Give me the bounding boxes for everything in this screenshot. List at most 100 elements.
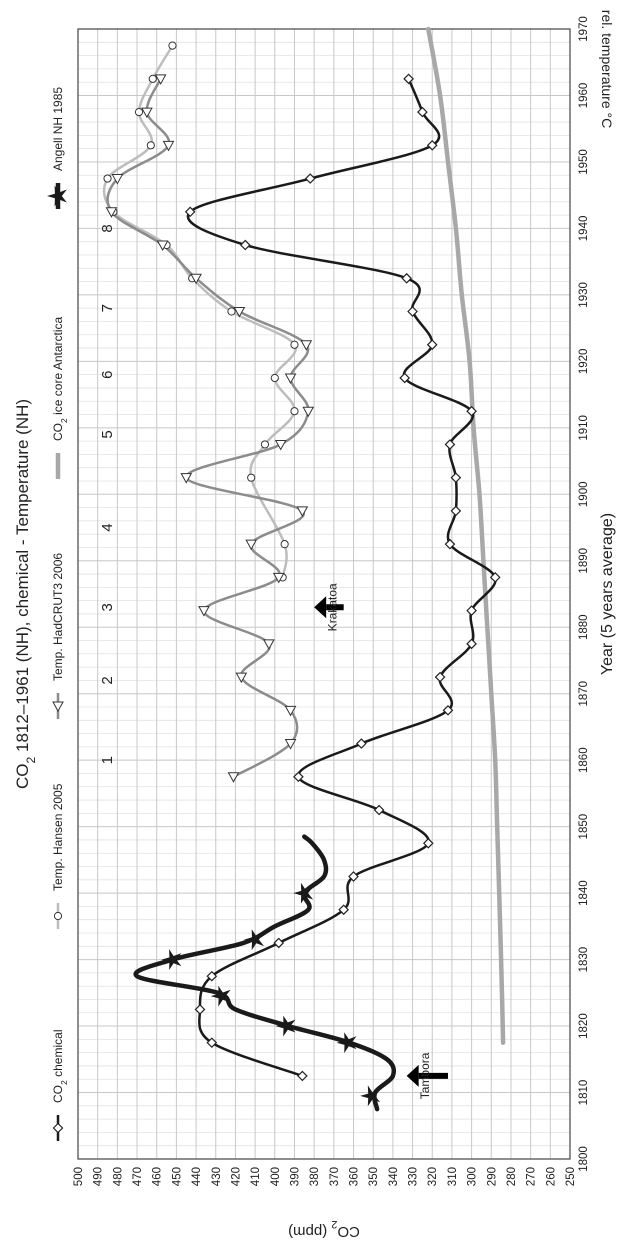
series-marker bbox=[111, 174, 124, 185]
x-tick-label: 1930 bbox=[578, 282, 590, 308]
legend-label-part: Temp. HadCRUT3 2006 bbox=[51, 553, 65, 681]
series-marker bbox=[134, 107, 144, 117]
x-tick-label: 1880 bbox=[578, 614, 590, 640]
chart-title-part: CO bbox=[13, 764, 32, 790]
series-marker bbox=[466, 605, 477, 616]
series-marker bbox=[300, 340, 313, 351]
chart-title-part: 1812–1961 (NH), chemical - Temperature (… bbox=[13, 399, 32, 757]
legend-label: CO2 chemical bbox=[51, 1030, 69, 1103]
legend-swatch-marker bbox=[52, 701, 64, 713]
annotation-label: Tambora bbox=[418, 1052, 432, 1099]
legend-label: CO2 ice core Antarctica bbox=[51, 316, 69, 441]
series-marker bbox=[422, 837, 434, 849]
series-marker bbox=[444, 538, 456, 550]
x-tick-label: 1950 bbox=[578, 149, 590, 175]
series-marker bbox=[450, 505, 462, 517]
period-label: 5 bbox=[99, 430, 116, 438]
series-marker bbox=[180, 473, 193, 484]
series-marker bbox=[156, 240, 169, 252]
y-tick-label: 500 bbox=[73, 1167, 85, 1186]
period-label: 8 bbox=[99, 224, 116, 232]
series-marker bbox=[247, 473, 256, 482]
series-marker bbox=[442, 704, 454, 716]
star-marker bbox=[275, 1015, 296, 1037]
series-marker bbox=[466, 405, 477, 417]
legend-label-part: ice core Antarctica bbox=[51, 316, 65, 418]
series-marker bbox=[373, 804, 385, 816]
period-label: 2 bbox=[99, 676, 116, 684]
series-marker bbox=[356, 738, 367, 749]
series-marker bbox=[103, 174, 112, 183]
period-label: 1 bbox=[99, 756, 116, 764]
series-marker bbox=[263, 639, 275, 650]
series-marker bbox=[245, 539, 258, 551]
series-marker bbox=[348, 871, 359, 882]
grid-lines bbox=[77, 28, 571, 1160]
y-tick-label: 430 bbox=[211, 1167, 223, 1186]
plot-border bbox=[77, 28, 571, 1160]
period-label: 4 bbox=[99, 523, 116, 531]
chart-title: CO2 1812–1961 (NH), chemical - Temperatu… bbox=[13, 399, 38, 789]
series-marker bbox=[148, 74, 157, 83]
x-tick-label: 1840 bbox=[578, 880, 590, 906]
y-tick-label: 490 bbox=[93, 1167, 105, 1186]
y-tick-label: 470 bbox=[132, 1167, 144, 1186]
series-lines bbox=[102, 26, 506, 1112]
y-tick-label: 340 bbox=[388, 1167, 400, 1186]
series-marker bbox=[290, 407, 299, 416]
y-axis-label-part: CO bbox=[337, 1223, 360, 1240]
legend-label-part: CO bbox=[51, 1085, 65, 1103]
y-tick-label: 320 bbox=[427, 1167, 439, 1186]
series-marker bbox=[450, 472, 462, 484]
y-tick-label: 250 bbox=[565, 1167, 577, 1186]
x-tick-label: 1800 bbox=[578, 1146, 590, 1172]
star-marker bbox=[360, 1085, 381, 1107]
y-tick-label: 350 bbox=[368, 1167, 380, 1186]
legend-label-part: 2 bbox=[59, 418, 69, 423]
y-tick-label: 400 bbox=[270, 1167, 282, 1186]
y-axis-label-part: (ppm) bbox=[288, 1223, 331, 1240]
series-marker bbox=[194, 1004, 206, 1015]
y-tick-label: 280 bbox=[506, 1167, 518, 1186]
series-marker bbox=[293, 771, 304, 783]
y-tick-label: 360 bbox=[349, 1167, 361, 1186]
series-marker bbox=[227, 307, 236, 316]
arrow-head bbox=[406, 1064, 419, 1087]
series-marker bbox=[274, 439, 287, 451]
series-marker bbox=[284, 373, 297, 385]
x-tick-label: 1850 bbox=[578, 814, 590, 840]
period-label: 3 bbox=[99, 603, 116, 611]
series-marker bbox=[426, 139, 438, 151]
series-marker bbox=[434, 671, 446, 683]
y-tick-label: 330 bbox=[408, 1167, 420, 1186]
series-marker bbox=[444, 439, 456, 450]
series-line bbox=[102, 44, 297, 579]
y-tick-label: 290 bbox=[486, 1167, 498, 1186]
x-tick-label: 1970 bbox=[578, 16, 590, 42]
series-marker bbox=[302, 406, 315, 418]
legend-label-part: CO bbox=[51, 423, 65, 441]
series-marker bbox=[105, 207, 118, 218]
series-marker bbox=[206, 1037, 218, 1049]
period-label: 7 bbox=[99, 304, 116, 312]
legend-swatch-marker bbox=[52, 1122, 64, 1134]
x-tick-label: 1830 bbox=[578, 947, 590, 973]
series-marker bbox=[417, 106, 428, 118]
legend-label-part: Temp. Hansen 2005 bbox=[51, 783, 65, 891]
series-marker bbox=[399, 372, 411, 384]
series-marker bbox=[146, 141, 155, 150]
x-tick-label: 1910 bbox=[578, 415, 590, 441]
series-marker bbox=[297, 1070, 308, 1082]
legend-label: Angell NH 1985 bbox=[51, 87, 65, 171]
period-label: 6 bbox=[99, 370, 116, 378]
axis-ticks: 250 260 270 280 290 300 310 320 330 340 350 360 370 3… bbox=[73, 16, 590, 1186]
y2-axis-label: rel. temperature °C bbox=[599, 10, 615, 128]
y-axis-label: CO2 (ppm) bbox=[288, 1218, 360, 1240]
series-marker bbox=[154, 74, 167, 85]
star-marker bbox=[244, 929, 264, 951]
series-marker bbox=[239, 239, 251, 251]
y-tick-label: 450 bbox=[171, 1167, 183, 1186]
series-marker bbox=[403, 73, 414, 85]
series-marker bbox=[273, 937, 285, 949]
